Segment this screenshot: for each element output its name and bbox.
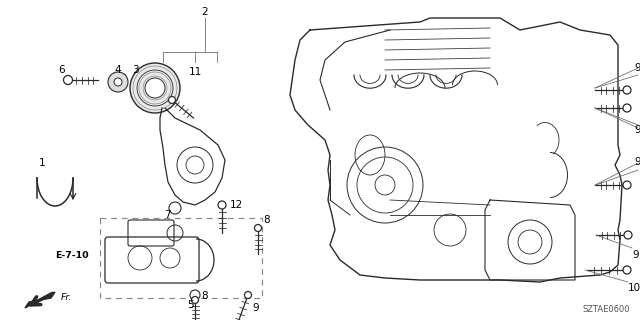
Text: 8: 8 bbox=[264, 215, 270, 225]
Circle shape bbox=[63, 76, 72, 84]
Circle shape bbox=[623, 86, 631, 94]
Circle shape bbox=[145, 78, 165, 98]
Text: 7: 7 bbox=[164, 210, 170, 220]
Circle shape bbox=[130, 63, 180, 113]
Text: 9: 9 bbox=[635, 157, 640, 167]
Circle shape bbox=[191, 297, 198, 303]
Circle shape bbox=[218, 201, 226, 209]
Text: Fr.: Fr. bbox=[61, 293, 72, 302]
Text: 8: 8 bbox=[202, 291, 208, 301]
Text: 9: 9 bbox=[633, 250, 639, 260]
Bar bbox=[100, 218, 262, 298]
Text: 5: 5 bbox=[187, 300, 193, 310]
Text: E-7-10: E-7-10 bbox=[55, 251, 89, 260]
Circle shape bbox=[190, 290, 200, 300]
Text: 2: 2 bbox=[202, 7, 208, 17]
Text: 11: 11 bbox=[188, 67, 202, 77]
Circle shape bbox=[169, 202, 181, 214]
Text: 9: 9 bbox=[635, 125, 640, 135]
Circle shape bbox=[244, 292, 252, 299]
Text: 9: 9 bbox=[635, 63, 640, 73]
Circle shape bbox=[624, 231, 632, 239]
Text: 6: 6 bbox=[59, 65, 65, 75]
Circle shape bbox=[623, 266, 631, 274]
Circle shape bbox=[623, 181, 631, 189]
Text: 3: 3 bbox=[132, 65, 138, 75]
Text: 9: 9 bbox=[253, 303, 259, 313]
Text: SZTAE0600: SZTAE0600 bbox=[582, 305, 630, 314]
Text: 12: 12 bbox=[230, 200, 243, 210]
Circle shape bbox=[168, 97, 175, 103]
Circle shape bbox=[623, 104, 631, 112]
Text: 10: 10 bbox=[627, 283, 640, 293]
Polygon shape bbox=[25, 292, 55, 308]
Circle shape bbox=[255, 225, 262, 231]
Circle shape bbox=[114, 78, 122, 86]
Text: 4: 4 bbox=[115, 65, 122, 75]
Circle shape bbox=[108, 72, 128, 92]
Text: 1: 1 bbox=[38, 158, 45, 168]
